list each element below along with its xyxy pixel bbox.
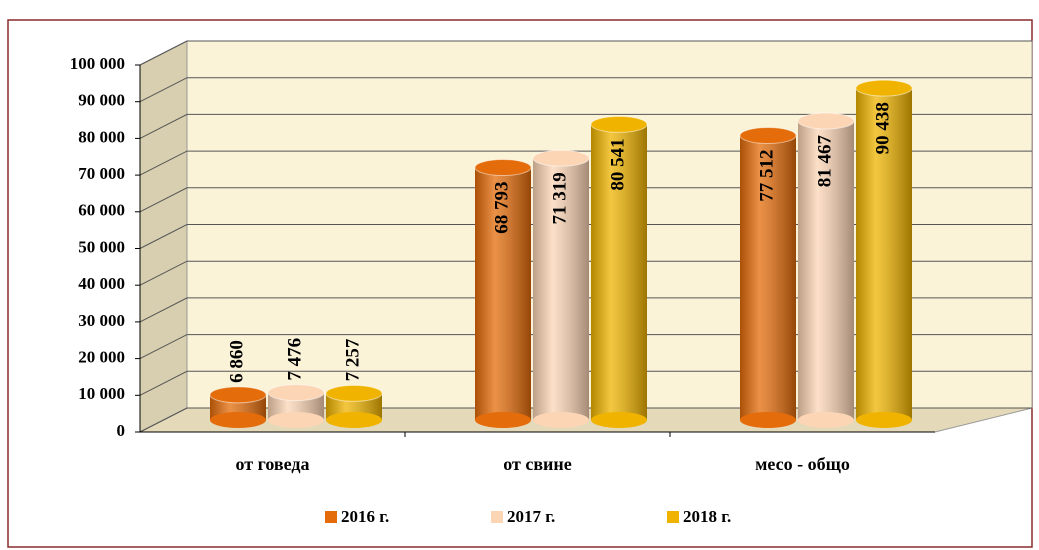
cylinder-shade xyxy=(740,135,796,421)
y-tick-label: 60 000 xyxy=(78,201,125,220)
cylinder xyxy=(797,112,855,428)
cylinder xyxy=(590,115,648,428)
cylinder xyxy=(325,384,383,428)
cylinder-bottom xyxy=(475,412,531,428)
value-label: 7 476 xyxy=(284,338,305,381)
cylinder-bottom xyxy=(856,412,912,428)
cylinder-shade xyxy=(475,167,531,420)
cylinder-bottom xyxy=(740,412,796,428)
cylinder-top xyxy=(590,115,648,133)
y-tick-label: 90 000 xyxy=(78,91,125,110)
cylinder xyxy=(532,149,590,428)
cylinder-top xyxy=(739,127,797,145)
cylinder-top xyxy=(267,384,325,402)
cylinder xyxy=(474,159,532,428)
y-tick-label: 30 000 xyxy=(78,311,125,330)
grid-line xyxy=(139,113,1032,139)
value-label: 81 467 xyxy=(814,135,835,188)
x-tick-label: от свине xyxy=(503,454,572,474)
y-tick-label: 50 000 xyxy=(78,237,125,256)
y-tick-label: 10 000 xyxy=(78,384,125,403)
value-label: 68 793 xyxy=(491,182,512,234)
value-label: 6 860 xyxy=(226,340,247,383)
value-label: 71 319 xyxy=(549,172,570,224)
cylinder-bottom xyxy=(591,412,647,428)
grid-line xyxy=(139,77,1032,103)
y-tick-label: 100 000 xyxy=(70,54,125,73)
cylinder-shade xyxy=(856,88,912,421)
cylinder-shade xyxy=(591,124,647,421)
legend-swatch xyxy=(325,511,337,523)
cylinder-top xyxy=(209,386,267,404)
cylinder-top xyxy=(797,112,855,130)
y-tick-label: 80 000 xyxy=(78,127,125,146)
cylinder-bottom xyxy=(533,412,589,428)
x-tick-label: от говеда xyxy=(236,454,310,474)
cylinder-bottom xyxy=(210,412,266,428)
x-tick-label: месо - общо xyxy=(755,454,850,474)
cylinder-shade xyxy=(533,158,589,420)
value-label: 7 257 xyxy=(342,338,363,381)
legend-label: 2017 г. xyxy=(507,507,555,526)
cylinder-shade xyxy=(798,121,854,420)
legend-swatch xyxy=(491,511,503,523)
y-tick-label: 20 000 xyxy=(78,348,125,367)
value-label: 77 512 xyxy=(756,150,777,202)
y-tick-label: 0 xyxy=(117,421,126,440)
legend-label: 2018 г. xyxy=(683,507,731,526)
value-label: 80 541 xyxy=(607,138,628,190)
cylinder-bottom xyxy=(326,412,382,428)
cylinder-bottom xyxy=(268,412,324,428)
y-tick-label: 70 000 xyxy=(78,164,125,183)
cylinder xyxy=(267,384,325,428)
cylinder-bottom xyxy=(798,412,854,428)
cylinder xyxy=(739,127,797,428)
grid-line xyxy=(139,40,1032,66)
legend-label: 2016 г. xyxy=(341,507,389,526)
cylinder xyxy=(855,79,913,428)
legend-swatch xyxy=(667,511,679,523)
cylinder-top xyxy=(474,159,532,177)
y-tick-label: 40 000 xyxy=(78,274,125,293)
cylinder-top xyxy=(325,384,383,402)
value-label: 90 438 xyxy=(872,102,893,154)
cylinder-top xyxy=(855,79,913,97)
cylinder xyxy=(209,386,267,428)
cylinder-top xyxy=(532,149,590,167)
